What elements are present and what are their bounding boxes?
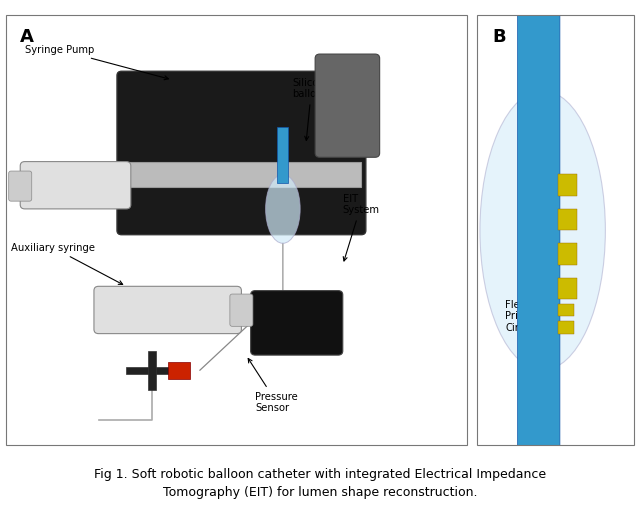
Text: Tomography (EIT) for lumen shape reconstruction.: Tomography (EIT) for lumen shape reconst… <box>163 486 477 499</box>
Bar <box>558 321 574 334</box>
Text: Pressure
Sensor: Pressure Sensor <box>248 358 298 413</box>
Text: Silicone
balloon: Silicone balloon <box>292 78 331 140</box>
FancyBboxPatch shape <box>315 54 380 157</box>
Bar <box>168 362 190 379</box>
Bar <box>558 243 577 265</box>
Text: Auxiliary syringe: Auxiliary syringe <box>11 243 123 285</box>
FancyBboxPatch shape <box>230 294 253 326</box>
Bar <box>148 351 156 390</box>
FancyBboxPatch shape <box>94 286 241 334</box>
Ellipse shape <box>266 175 300 243</box>
Text: Syringe Pump: Syringe Pump <box>25 45 168 80</box>
Text: Fig 1. Soft robotic balloon catheter with integrated Electrical Impedance: Fig 1. Soft robotic balloon catheter wit… <box>94 468 546 481</box>
Bar <box>99 162 361 187</box>
Text: A: A <box>20 28 34 46</box>
Ellipse shape <box>480 91 605 370</box>
Text: B: B <box>493 28 506 46</box>
Text: EIT
System: EIT System <box>343 194 380 261</box>
Bar <box>558 209 577 230</box>
FancyBboxPatch shape <box>20 162 131 209</box>
Bar <box>558 304 574 316</box>
Bar <box>126 367 172 374</box>
FancyBboxPatch shape <box>251 291 343 355</box>
Bar <box>558 278 577 299</box>
Bar <box>558 175 577 196</box>
Text: Flexible
Printed
Circuit: Flexible Printed Circuit <box>505 247 572 333</box>
FancyBboxPatch shape <box>117 71 366 234</box>
Bar <box>277 127 289 183</box>
FancyBboxPatch shape <box>518 11 560 450</box>
FancyBboxPatch shape <box>9 171 32 201</box>
